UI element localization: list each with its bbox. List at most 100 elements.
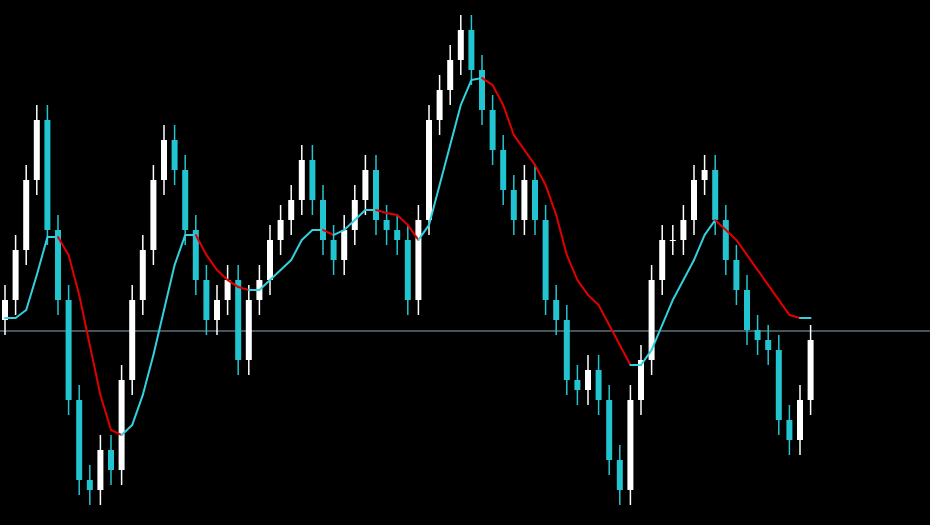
candle-body bbox=[373, 170, 379, 220]
moving-average bbox=[163, 264, 176, 311]
moving-average bbox=[502, 104, 515, 136]
candle-body bbox=[76, 400, 83, 480]
candle-body bbox=[510, 190, 517, 220]
candle-body bbox=[214, 300, 220, 320]
moving-average bbox=[650, 324, 664, 351]
moving-average bbox=[269, 269, 282, 281]
moving-average bbox=[682, 259, 695, 281]
candle-body bbox=[33, 120, 40, 180]
candle-body bbox=[648, 280, 655, 360]
candle-body bbox=[171, 140, 178, 170]
moving-average bbox=[491, 84, 505, 106]
candle-body bbox=[320, 200, 326, 240]
candle-body bbox=[807, 340, 814, 400]
candle-body bbox=[65, 300, 72, 400]
candle-body bbox=[341, 230, 348, 260]
moving-average bbox=[671, 279, 685, 301]
candle-body bbox=[797, 400, 803, 440]
candle-body bbox=[383, 220, 390, 230]
candle-body bbox=[415, 220, 422, 300]
candle-body bbox=[12, 250, 19, 300]
moving-average bbox=[152, 309, 165, 356]
candle-body bbox=[669, 240, 676, 241]
moving-average bbox=[226, 279, 240, 288]
candle-body bbox=[712, 170, 719, 220]
candle-body bbox=[680, 220, 687, 240]
moving-average bbox=[173, 234, 187, 266]
moving-average bbox=[216, 269, 229, 281]
moving-average bbox=[279, 259, 293, 271]
candle-body bbox=[245, 300, 252, 360]
moving-average bbox=[88, 344, 102, 396]
moving-average bbox=[194, 234, 208, 256]
candle-body bbox=[277, 220, 284, 240]
moving-average bbox=[661, 299, 674, 326]
candle-body bbox=[394, 230, 401, 240]
moving-average bbox=[14, 309, 28, 319]
candle-body bbox=[775, 350, 782, 420]
candle-body bbox=[182, 170, 189, 230]
moving-average bbox=[141, 354, 155, 396]
candle-body bbox=[479, 70, 485, 110]
candle-body bbox=[606, 400, 613, 460]
candle-body bbox=[330, 240, 337, 260]
moving-average bbox=[459, 79, 473, 106]
moving-average bbox=[417, 224, 430, 241]
moving-average bbox=[618, 344, 632, 366]
candle-body bbox=[744, 290, 750, 330]
moving-average bbox=[205, 254, 218, 271]
moving-average bbox=[523, 149, 536, 166]
candle-body bbox=[161, 140, 167, 180]
candle-body bbox=[150, 180, 157, 250]
moving-average bbox=[544, 184, 558, 216]
moving-average bbox=[640, 349, 653, 366]
moving-average bbox=[703, 219, 717, 236]
candle-body bbox=[309, 160, 316, 200]
candle-body bbox=[532, 180, 538, 220]
candle-body bbox=[203, 280, 210, 320]
moving-average bbox=[67, 254, 81, 296]
moving-average bbox=[406, 224, 420, 241]
candle-body bbox=[108, 450, 114, 470]
candle-body bbox=[691, 180, 697, 220]
candle-body bbox=[659, 240, 666, 280]
candle-body bbox=[298, 160, 305, 200]
moving-average bbox=[396, 214, 409, 226]
moving-average bbox=[534, 164, 547, 186]
candle-body bbox=[351, 200, 358, 230]
candle-body bbox=[457, 30, 464, 60]
moving-average bbox=[385, 212, 399, 216]
candle-body bbox=[722, 220, 729, 260]
candle-body bbox=[627, 400, 634, 490]
moving-average bbox=[131, 394, 144, 426]
candle-body bbox=[563, 320, 570, 380]
moving-average bbox=[332, 229, 346, 236]
moving-average bbox=[746, 254, 759, 271]
moving-average bbox=[481, 77, 494, 86]
moving-average bbox=[428, 184, 441, 226]
candle-body bbox=[765, 340, 772, 350]
moving-average bbox=[724, 229, 738, 241]
moving-average bbox=[375, 209, 388, 214]
moving-average bbox=[576, 279, 589, 296]
moving-average bbox=[714, 219, 727, 231]
moving-average bbox=[78, 294, 91, 346]
moving-average bbox=[237, 286, 250, 291]
moving-average bbox=[322, 229, 335, 236]
candle-body bbox=[362, 170, 369, 200]
candle-body bbox=[224, 280, 231, 300]
candle-body bbox=[118, 380, 125, 470]
moving-average bbox=[512, 134, 526, 151]
moving-average bbox=[470, 77, 483, 81]
candle-body bbox=[500, 150, 507, 190]
candle-body bbox=[404, 240, 411, 300]
candle-body bbox=[733, 260, 740, 290]
moving-average bbox=[99, 394, 112, 431]
candle-body bbox=[23, 180, 30, 250]
candle-body bbox=[574, 380, 581, 390]
moving-average bbox=[300, 229, 314, 241]
candle-body bbox=[701, 170, 708, 180]
